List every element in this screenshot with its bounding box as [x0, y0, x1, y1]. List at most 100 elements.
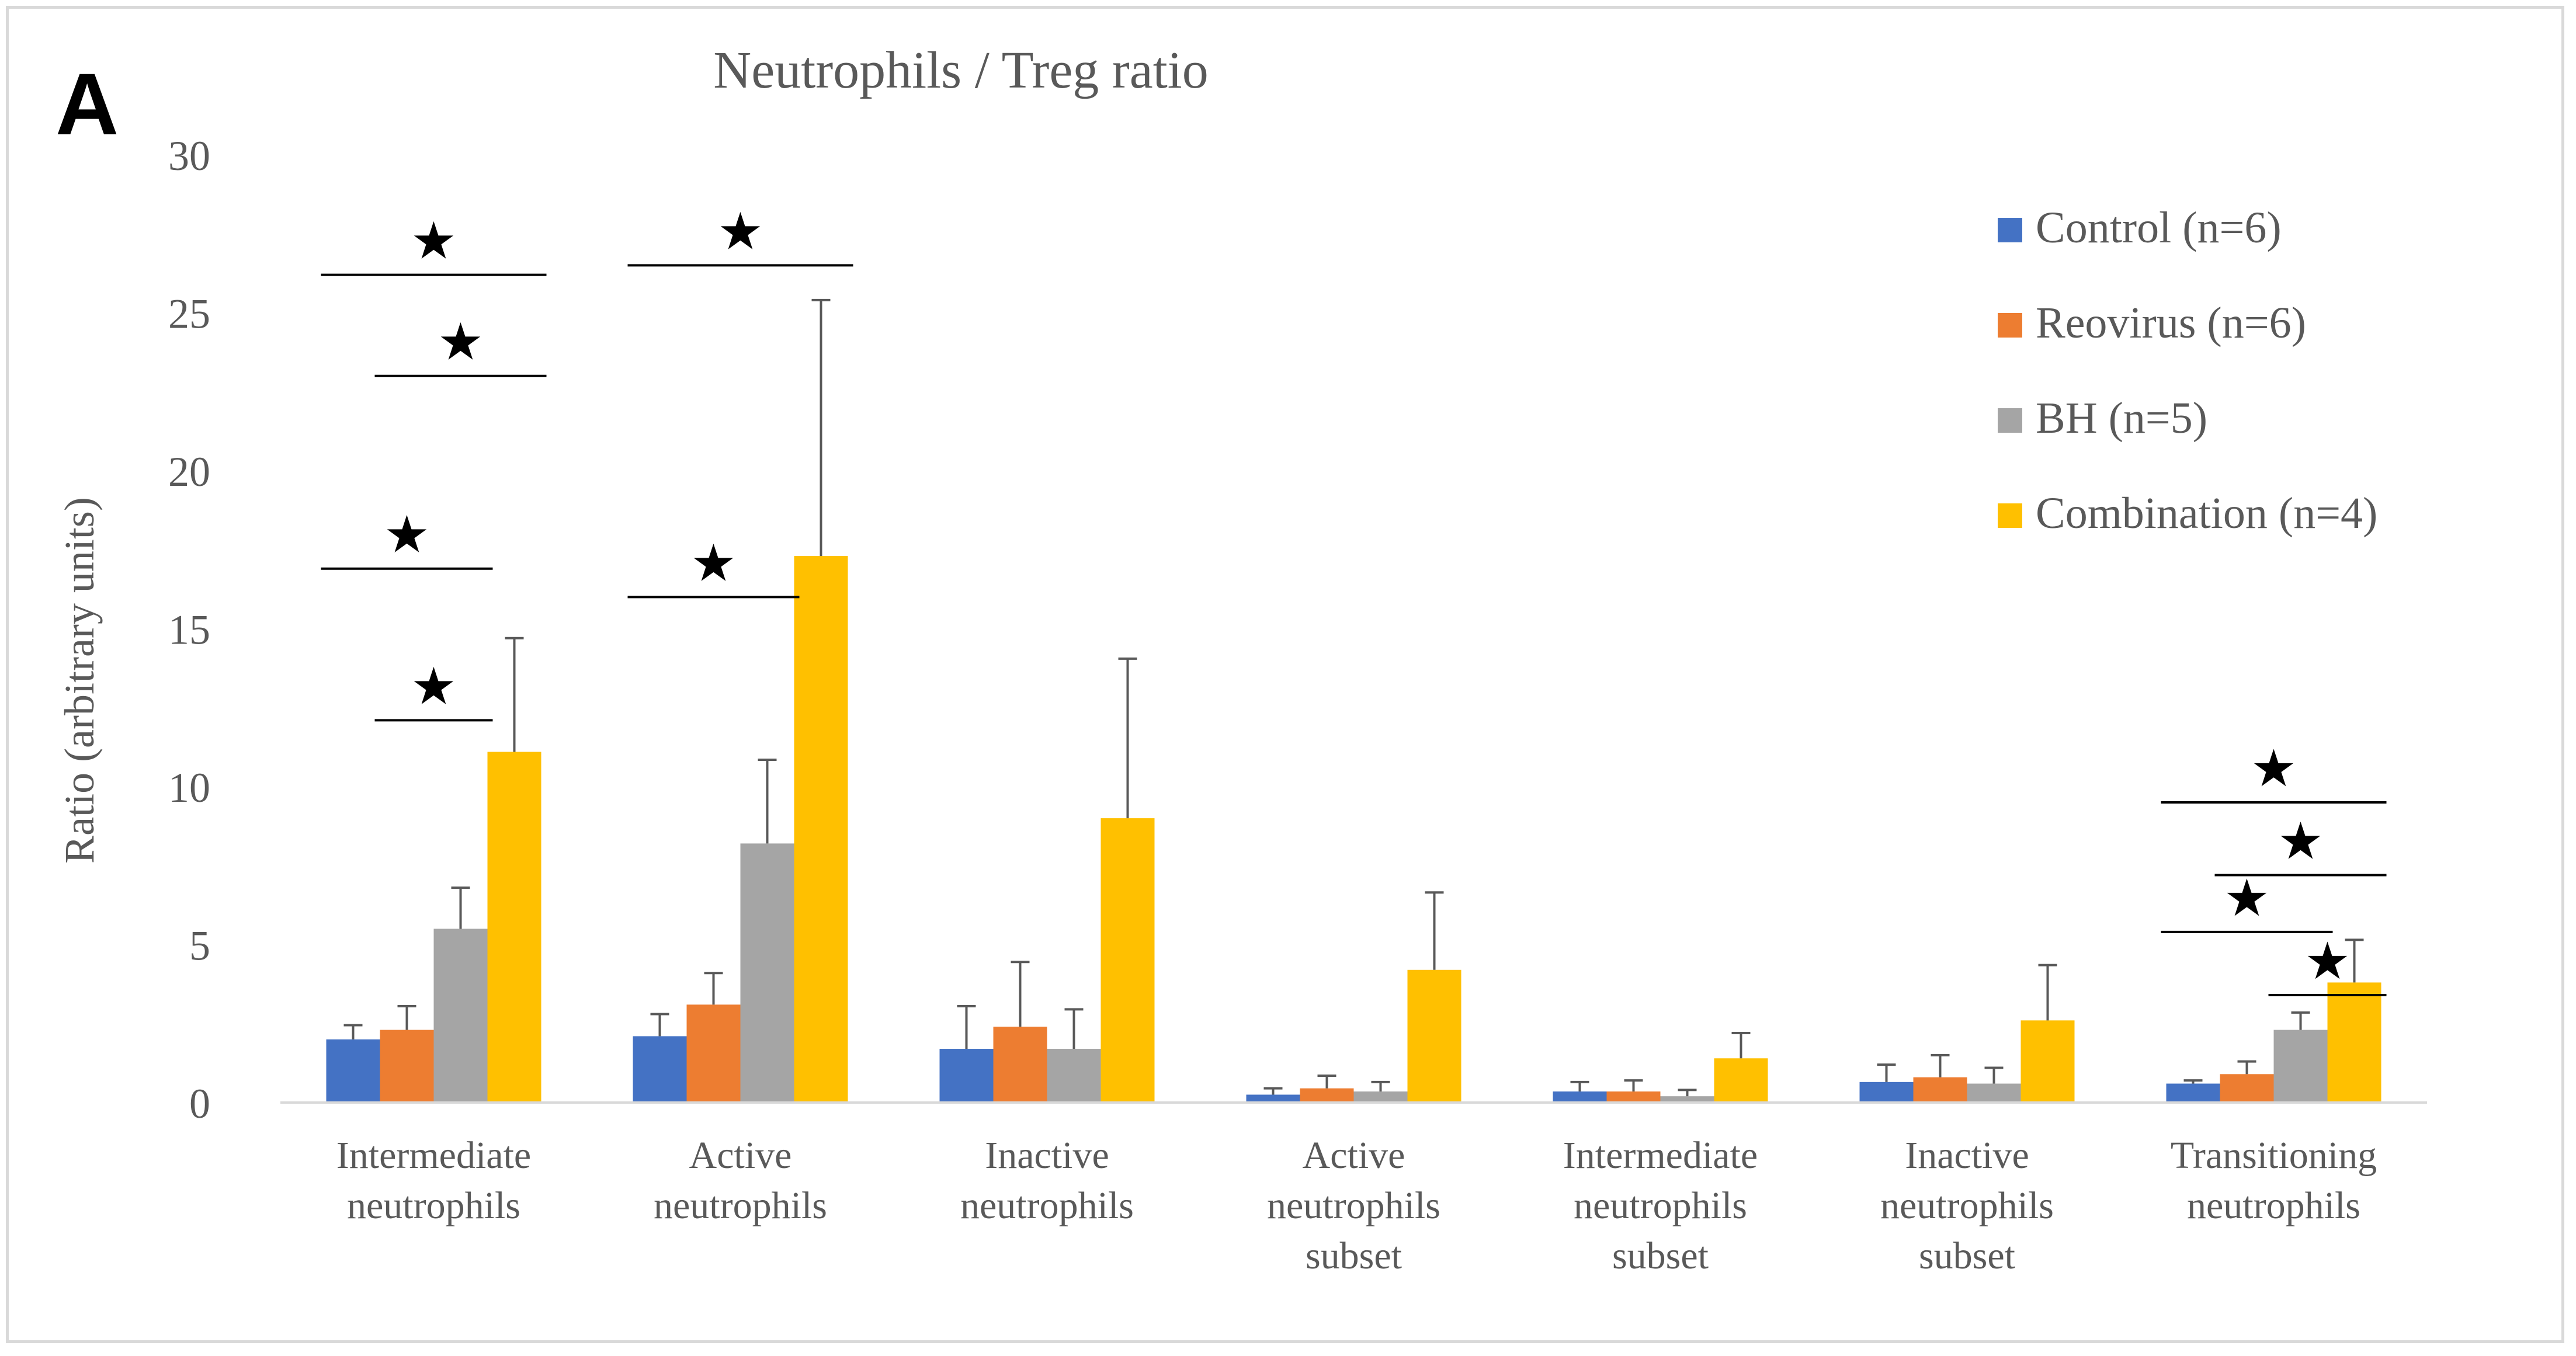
legend-item-2: BH (n=5)	[1998, 394, 2207, 443]
significance-star: ★	[2224, 869, 2270, 927]
error-bar-series0-category5	[1877, 1063, 1896, 1082]
significance-star: ★	[438, 313, 484, 371]
y-tick-label-6: 30	[168, 133, 210, 179]
error-bar-series1-category2	[1011, 961, 1030, 1027]
bar-series0-category0	[326, 1039, 380, 1103]
y-tick-label-5: 25	[168, 291, 210, 338]
x-tick-label-4: Intermediate neutrophils subset	[1563, 1134, 1758, 1277]
error-bar-series0-category1	[650, 1013, 669, 1037]
x-tick-label-0: Intermediate neutrophils	[336, 1134, 531, 1227]
error-bar-series2-category4	[1678, 1089, 1697, 1097]
bar-series3-category1	[794, 556, 848, 1103]
y-tick-label-1: 5	[189, 923, 210, 969]
bar-series2-category6	[2273, 1030, 2328, 1103]
error-bar-series2-category2	[1064, 1008, 1084, 1049]
legend-label-0: Control (n=6)	[2036, 203, 2282, 252]
bar-series2-category5	[1967, 1083, 2021, 1103]
chart-title: Neutrophils / Treg ratio	[713, 41, 1209, 99]
x-tick-label-5: Inactive neutrophils subset	[1880, 1134, 2054, 1277]
y-tick-label-2: 10	[168, 764, 210, 811]
legend-label-3: Combination (n=4)	[2036, 489, 2377, 538]
y-tick-label-0: 0	[189, 1080, 210, 1127]
bars	[326, 556, 2381, 1103]
error-bar-series1-category0	[397, 1004, 416, 1030]
bar-series1-category6	[2220, 1074, 2274, 1103]
significance-marker-7: ★	[2161, 869, 2333, 933]
bar-series3-category0	[487, 752, 541, 1103]
error-bar-series3-category5	[2038, 964, 2057, 1021]
error-bar-series0-category3	[1263, 1087, 1283, 1095]
legend-swatch-1	[1998, 313, 2022, 338]
error-bar-series1-category5	[1931, 1053, 1950, 1077]
significance-star: ★	[384, 506, 430, 564]
legend-item-0: Control (n=6)	[1998, 203, 2282, 252]
bar-series3-category5	[2020, 1020, 2075, 1103]
y-tick-label-3: 15	[168, 607, 210, 653]
error-bar-series3-category3	[1425, 891, 1444, 970]
x-tick-label-1: Active neutrophils	[654, 1134, 827, 1227]
panel-label: A	[55, 55, 119, 153]
bar-series1-category3	[1300, 1088, 1354, 1103]
significance-star: ★	[2251, 739, 2297, 797]
error-bar-series0-category6	[2183, 1079, 2203, 1084]
legend-swatch-2	[1998, 408, 2022, 433]
error-bar-series0-category0	[343, 1024, 363, 1039]
bar-series2-category1	[740, 843, 794, 1103]
bar-series1-category4	[1606, 1091, 1661, 1103]
error-bar-series3-category4	[1731, 1031, 1751, 1059]
significance-marker-0: ★	[374, 657, 493, 722]
bar-series3-category2	[1100, 818, 1155, 1103]
error-bar-series2-category6	[2291, 1011, 2310, 1030]
neutrophils-treg-bar-chart: A Neutrophils / Treg ratio Ratio (arbitr…	[55, 41, 2427, 1277]
bar-series0-category2	[939, 1049, 994, 1103]
significance-star: ★	[2278, 812, 2324, 870]
significance-marker-3: ★	[321, 212, 547, 276]
significance-star: ★	[717, 202, 763, 260]
error-bars	[343, 298, 2364, 1097]
y-axis-ticks: 0 5 10 15 20 25 30	[168, 133, 210, 1127]
legend-item-1: Reovirus (n=6)	[1998, 298, 2306, 347]
error-bar-series3-category1	[811, 298, 831, 557]
error-bar-series1-category6	[2237, 1060, 2256, 1075]
bar-series2-category2	[1047, 1049, 1101, 1103]
bar-series2-category4	[1660, 1096, 1714, 1103]
significance-marker-1: ★	[321, 506, 493, 570]
legend-label-1: Reovirus (n=6)	[2036, 298, 2306, 347]
x-tick-label-6: Transitioning neutrophils	[2171, 1134, 2377, 1227]
legend-swatch-3	[1998, 503, 2022, 528]
error-bar-series1-category4	[1624, 1079, 1643, 1092]
bar-series1-category5	[1913, 1077, 1967, 1103]
significance-marker-4: ★	[627, 534, 800, 599]
error-bar-series2-category5	[1984, 1066, 2004, 1084]
x-tick-label-2: Inactive neutrophils	[960, 1134, 1134, 1227]
bar-series0-category1	[633, 1036, 687, 1103]
error-bar-series0-category4	[1570, 1080, 1589, 1092]
significance-marker-2: ★	[374, 313, 547, 377]
error-bar-series1-category1	[704, 972, 723, 1005]
bar-series2-category0	[433, 929, 488, 1103]
error-bar-series3-category2	[1118, 657, 1137, 819]
significance-star: ★	[690, 534, 737, 592]
x-tick-label-3: Active neutrophils subset	[1267, 1134, 1440, 1277]
error-bar-series2-category0	[451, 886, 470, 929]
significance-markers: ★★★★★★★★★★	[321, 202, 2387, 997]
bar-series1-category0	[380, 1030, 434, 1103]
y-axis-label: Ratio (arbitrary units)	[56, 497, 103, 864]
bar-series0-category6	[2166, 1083, 2220, 1103]
bar-series0-category3	[1246, 1094, 1300, 1103]
bar-series3-category6	[2327, 982, 2381, 1103]
error-bar-series3-category6	[2345, 938, 2364, 983]
significance-marker-5: ★	[627, 202, 853, 267]
bar-series0-category5	[1859, 1082, 1914, 1103]
legend: Control (n=6) Reovirus (n=6) BH (n=5) Combi…	[1998, 203, 2377, 538]
error-bar-series2-category3	[1371, 1080, 1390, 1092]
chart-frame: A Neutrophils / Treg ratio Ratio (arbitr…	[6, 6, 2564, 1343]
x-axis-labels: Intermediate neutrophils Active neutrophils…	[336, 1134, 2377, 1277]
y-tick-label-4: 20	[168, 448, 210, 495]
significance-star: ★	[411, 657, 457, 715]
bar-series1-category2	[993, 1027, 1047, 1103]
error-bar-series2-category1	[758, 759, 777, 844]
bar-series0-category4	[1553, 1091, 1607, 1103]
significance-star: ★	[2304, 932, 2351, 990]
bar-series1-category1	[686, 1004, 741, 1103]
